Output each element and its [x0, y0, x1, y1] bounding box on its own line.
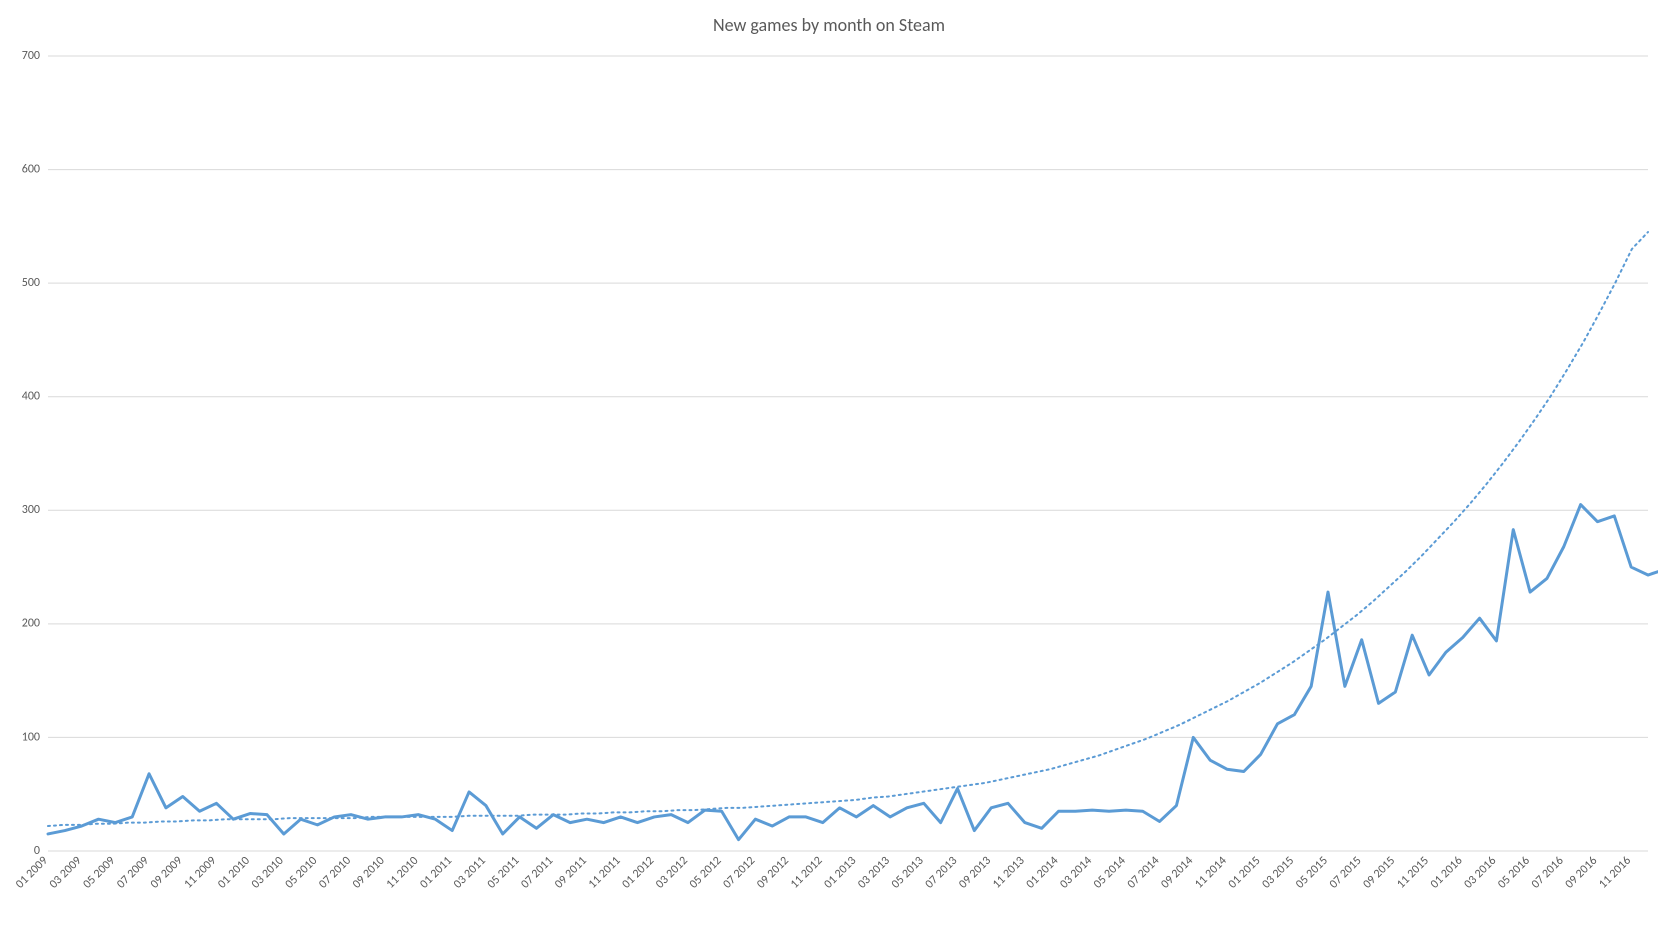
x-axis-label: 11 2012 [788, 854, 826, 892]
x-axis-label: 11 2013 [990, 854, 1028, 892]
x-axis-label: 11 2010 [384, 854, 422, 892]
x-axis-label: 01 2014 [1024, 854, 1062, 892]
x-axis-label: 05 2015 [1293, 854, 1331, 892]
x-axis-label: 01 2015 [1226, 854, 1264, 892]
x-axis-label: 11 2015 [1394, 854, 1432, 892]
x-axis-label: 09 2016 [1563, 854, 1601, 892]
x-axis-label: 05 2011 [485, 854, 523, 892]
x-axis-label: 09 2014 [1158, 854, 1196, 892]
series-line [48, 183, 1658, 839]
x-axis-label: 07 2016 [1529, 854, 1567, 892]
x-axis-label: 05 2010 [283, 854, 321, 892]
y-axis-label: 400 [22, 390, 40, 404]
x-axis-label: 11 2011 [586, 854, 624, 892]
x-axis-label: 03 2010 [249, 854, 287, 892]
x-axis-label: 09 2010 [350, 854, 388, 892]
x-axis-label: 11 2016 [1596, 854, 1634, 892]
x-axis-label: 05 2016 [1495, 854, 1533, 892]
x-axis-label: 03 2012 [653, 854, 691, 892]
x-axis-label: 11 2009 [182, 854, 220, 892]
x-axis-label: 01 2011 [417, 854, 455, 892]
x-axis-label: 01 2009 [13, 854, 51, 892]
x-axis-label: 03 2009 [47, 854, 85, 892]
x-axis-label: 09 2015 [1361, 854, 1399, 892]
x-axis-label: 03 2015 [1260, 854, 1298, 892]
x-axis-label: 05 2014 [1091, 854, 1129, 892]
x-axis-label: 05 2013 [889, 854, 927, 892]
chart-title: New games by month on Steam [0, 0, 1658, 36]
x-axis-label: 01 2013 [822, 854, 860, 892]
y-axis-label: 700 [22, 49, 40, 63]
x-axis-label: 05 2012 [687, 854, 725, 892]
y-axis-label: 300 [22, 503, 40, 517]
x-axis-label: 07 2012 [721, 854, 759, 892]
x-axis-label: 01 2016 [1428, 854, 1466, 892]
x-axis-label: 07 2009 [114, 854, 152, 892]
x-axis-label: 07 2014 [1125, 854, 1163, 892]
chart-svg: 010020030040050060070001 200903 200905 2… [0, 36, 1658, 951]
x-axis-label: 03 2011 [451, 854, 489, 892]
x-axis-label: 03 2013 [855, 854, 893, 892]
y-axis-label: 600 [22, 162, 40, 176]
x-axis-label: 07 2010 [316, 854, 354, 892]
y-axis-label: 100 [22, 730, 40, 744]
x-axis-label: 05 2009 [81, 854, 119, 892]
trendline [48, 232, 1648, 826]
y-axis-label: 200 [22, 617, 40, 631]
x-axis-label: 01 2010 [215, 854, 253, 892]
x-axis-label: 09 2012 [754, 854, 792, 892]
y-axis-label: 500 [22, 276, 40, 290]
x-axis-label: 03 2014 [1057, 854, 1095, 892]
x-axis-label: 07 2013 [923, 854, 961, 892]
chart-container: New games by month on Steam 010020030040… [0, 0, 1658, 945]
x-axis-label: 09 2013 [956, 854, 994, 892]
x-axis-label: 01 2012 [620, 854, 658, 892]
x-axis-label: 11 2014 [1192, 854, 1230, 892]
x-axis-label: 07 2011 [518, 854, 556, 892]
x-axis-label: 09 2009 [148, 854, 186, 892]
x-axis-label: 07 2015 [1327, 854, 1365, 892]
x-axis-label: 09 2011 [552, 854, 590, 892]
x-axis-label: 03 2016 [1462, 854, 1500, 892]
